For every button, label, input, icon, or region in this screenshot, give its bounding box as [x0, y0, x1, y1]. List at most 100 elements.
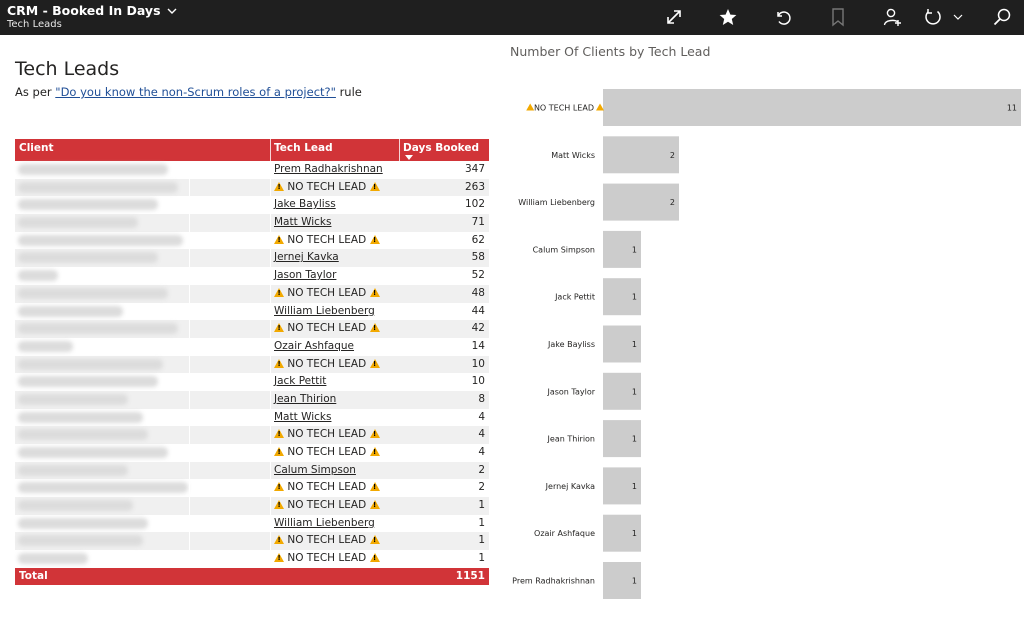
chart-bar[interactable] [603, 278, 641, 316]
chart-bar[interactable] [603, 183, 679, 221]
chart-bar[interactable] [603, 420, 641, 458]
table-row[interactable]: NO TECH LEAD 42 [15, 320, 489, 338]
subtitle-suffix: rule [335, 85, 362, 99]
tech-lead-cell[interactable]: Ozair Ashfaque [274, 339, 355, 352]
chart-bar-group[interactable]: 1 Calum Simpson [533, 230, 641, 268]
tech-lead-text: NO TECH LEAD [284, 428, 370, 441]
table-row[interactable]: William Liebenberg 44 [15, 302, 489, 321]
chart-bar-group[interactable]: 1 Prem Radhakrishnan [512, 562, 641, 599]
table-row[interactable]: NO TECH LEAD 1 [15, 550, 489, 568]
cell-divider [189, 532, 190, 551]
tech-lead-cell[interactable]: Matt Wicks [274, 216, 332, 229]
undo-icon[interactable] [772, 6, 794, 28]
table-row[interactable]: Jason Taylor 52 [15, 267, 489, 285]
table-row[interactable]: Calum Simpson 2 [15, 461, 489, 480]
tech-lead-cell: NO TECH LEAD [274, 446, 380, 458]
tech-lead-cell[interactable]: Jean Thirion [274, 392, 337, 405]
table-row[interactable]: Jack Pettit 10 [15, 373, 489, 391]
tech-lead-cell[interactable]: William Liebenberg [274, 516, 375, 529]
table-row[interactable]: NO TECH LEAD 2 [15, 479, 489, 498]
refresh-options-chevron-icon[interactable] [947, 6, 969, 28]
chart-bar-group[interactable]: 1 Jack Pettit [554, 278, 641, 316]
tech-lead-cell[interactable]: Jason Taylor [274, 269, 337, 282]
table-row[interactable]: Ozair Ashfaque 14 [15, 337, 489, 356]
table-row[interactable]: Jake Bayliss 102 [15, 196, 489, 215]
rule-link[interactable]: "Do you know the non-Scrum roles of a pr… [55, 85, 336, 99]
table-row[interactable]: NO TECH LEAD 48 [15, 284, 489, 303]
tech-lead-text: NO TECH LEAD [284, 322, 370, 335]
warning-icon [596, 103, 604, 111]
chart-title: Number Of Clients by Tech Lead [510, 44, 711, 59]
chart-bar-group[interactable]: 1 Ozair Ashfaque [534, 514, 641, 552]
table-row[interactable]: NO TECH LEAD 62 [15, 231, 489, 250]
table-row[interactable]: NO TECH LEAD 1 [15, 497, 489, 515]
tech-lead-cell[interactable]: Jack Pettit [274, 375, 327, 388]
tech-lead-cell[interactable]: Jake Bayliss [274, 198, 336, 211]
tech-lead-cell: NO TECH LEAD [274, 234, 380, 246]
add-user-icon[interactable] [881, 6, 903, 28]
table-row[interactable]: NO TECH LEAD 1 [15, 532, 489, 551]
table-row[interactable]: Matt Wicks 4 [15, 408, 489, 427]
search-icon[interactable] [991, 6, 1013, 28]
client-cell-redacted [18, 482, 188, 494]
warning-icon [369, 287, 380, 297]
chart-bar-group[interactable]: 1 Jason Taylor [546, 372, 641, 410]
chart-bar-group[interactable]: 1 Jernej Kavka [545, 467, 641, 505]
chart-data-label: 1 [632, 387, 637, 396]
refresh-icon[interactable] [922, 6, 944, 28]
tech-lead-cell[interactable]: Jernej Kavka [274, 251, 339, 264]
chart-data-label: 1 [632, 435, 637, 444]
warning-icon [369, 234, 380, 244]
table-row[interactable]: Jernej Kavka 58 [15, 249, 489, 268]
tech-lead-cell[interactable]: William Liebenberg [274, 304, 375, 317]
client-cell-redacted [18, 217, 138, 229]
column-divider [399, 139, 400, 161]
column-header-client[interactable]: Client [19, 142, 54, 154]
tech-lead-cell[interactable]: Calum Simpson [274, 463, 356, 476]
days-booked-cell: 48 [471, 286, 485, 299]
table-row[interactable]: NO TECH LEAD 4 [15, 444, 489, 462]
column-header-tech-lead[interactable]: Tech Lead [274, 142, 333, 154]
chart-bar-group[interactable]: 11 NO TECH LEAD [526, 89, 1021, 126]
chart-bar-group[interactable]: 2 William Liebenberg [518, 183, 679, 221]
chart-bar[interactable] [603, 325, 641, 363]
chart-category-label: Ozair Ashfaque [534, 529, 595, 538]
table-row[interactable]: Jean Thirion 8 [15, 390, 489, 409]
chart-bar[interactable] [603, 230, 641, 268]
cell-divider [189, 284, 190, 303]
tech-lead-cell[interactable]: Matt Wicks [274, 410, 332, 423]
table-row[interactable]: Matt Wicks 71 [15, 214, 489, 232]
days-booked-cell: 71 [471, 216, 485, 229]
table-row[interactable]: NO TECH LEAD 4 [15, 426, 489, 444]
chart-bar[interactable] [603, 562, 641, 599]
chart-bar-group[interactable]: 1 Jake Bayliss [547, 325, 641, 363]
chart-bar[interactable] [603, 89, 1021, 126]
tech-lead-cell[interactable]: Prem Radhakrishnan [274, 163, 383, 175]
chart-bar[interactable] [603, 514, 641, 552]
chart-bar-group[interactable]: 1 Jean Thirion [547, 420, 641, 458]
chart-data-label: 2 [670, 151, 675, 160]
cell-divider [189, 320, 190, 338]
tech-lead-cell: NO TECH LEAD [274, 534, 380, 546]
chart-bar[interactable] [603, 372, 641, 410]
table-row[interactable]: NO TECH LEAD 263 [15, 178, 489, 197]
bookmark-icon[interactable] [827, 6, 849, 28]
chart-category-label: Jean Thirion [547, 435, 595, 444]
expand-icon[interactable] [663, 6, 685, 28]
star-icon[interactable] [717, 6, 739, 28]
chart-bar-group[interactable]: 2 Matt Wicks [551, 136, 679, 174]
column-header-days-booked[interactable]: Days Booked [403, 142, 479, 154]
days-booked-cell: 1 [478, 499, 485, 512]
warning-icon [369, 323, 380, 333]
cell-divider [270, 532, 271, 551]
tech-lead-text: NO TECH LEAD [284, 180, 370, 193]
table-row[interactable]: William Liebenberg 1 [15, 514, 489, 533]
client-cell-redacted [18, 323, 178, 335]
chart-bar[interactable] [603, 136, 679, 174]
table-row[interactable]: NO TECH LEAD 10 [15, 355, 489, 374]
chart-bar[interactable] [603, 467, 641, 505]
app-title-dropdown[interactable]: CRM - Booked In Days [7, 3, 177, 18]
warning-icon [369, 429, 380, 439]
table-row[interactable]: Prem Radhakrishnan 347 [15, 161, 489, 179]
warning-icon [274, 482, 284, 492]
